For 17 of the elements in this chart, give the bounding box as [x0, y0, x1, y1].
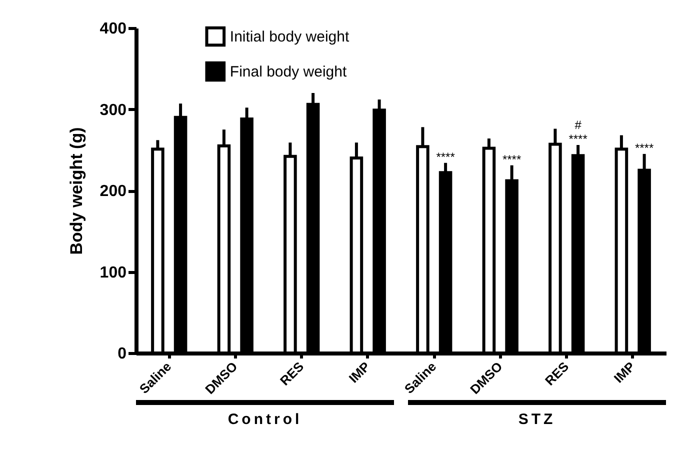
y-tick-label: 200 — [100, 183, 127, 200]
y-axis-title: Body weight (g) — [66, 127, 86, 255]
x-tick-label: IMP — [610, 358, 638, 386]
annotation: # — [574, 118, 582, 132]
legend-label: Initial body weight — [230, 28, 350, 46]
text: Control — [228, 411, 302, 428]
y-tick-label: 100 — [100, 264, 127, 282]
x-tick-label: IMP — [346, 358, 374, 386]
annotation: **** — [436, 150, 456, 164]
y-tick-label: 0 — [118, 346, 127, 362]
y-tick-label: 400 — [100, 20, 127, 38]
annotation: **** — [502, 152, 522, 166]
annotation: **** — [568, 132, 588, 146]
annotation: **** — [634, 140, 654, 155]
legend-label: Final body weight — [230, 64, 348, 80]
text: STZ — [518, 411, 556, 428]
y-tick-label: 300 — [100, 102, 127, 119]
